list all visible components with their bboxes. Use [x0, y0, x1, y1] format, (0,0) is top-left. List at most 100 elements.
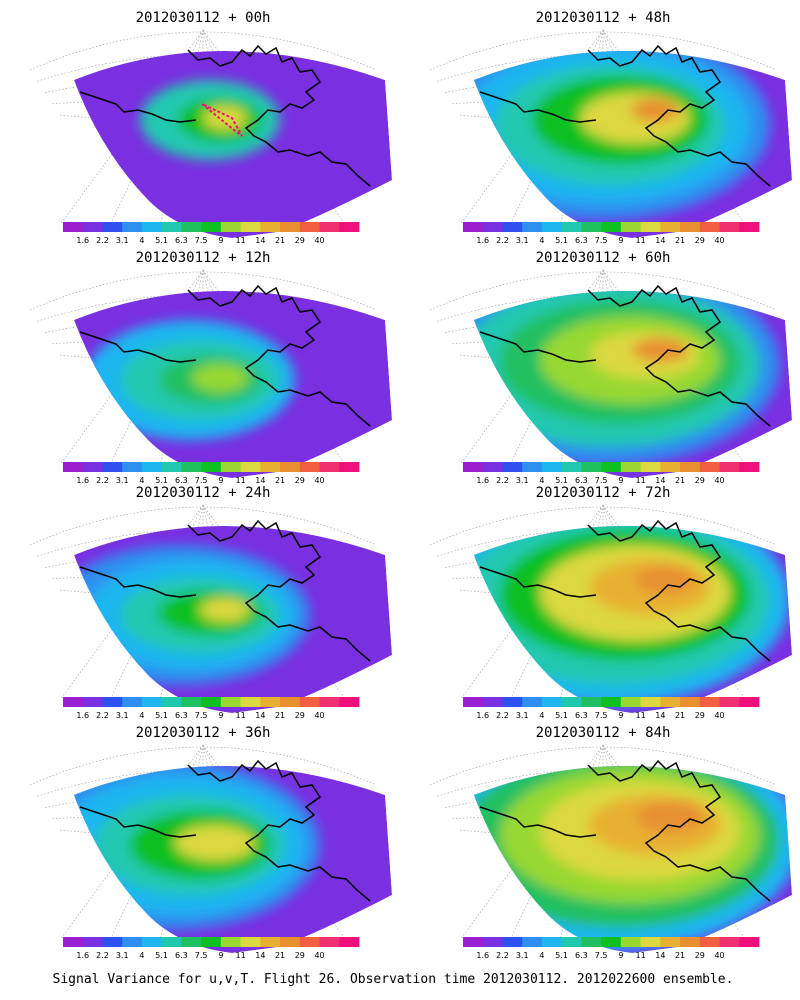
colorbar-tick-label: 40 [714, 476, 724, 485]
colorbar-swatch [161, 222, 182, 232]
coastline [587, 284, 771, 427]
panel-title: 2012030112 + 48h [536, 10, 671, 26]
colorbar-swatch [699, 937, 720, 947]
colorbar-swatch [82, 697, 103, 707]
colorbar-tick-label: 2.2 [496, 236, 509, 245]
colorbar-tick-label: 14 [255, 236, 265, 245]
colorbar-tick-label: 4 [539, 476, 544, 485]
colorbar-tick-label: 40 [314, 951, 324, 960]
colorbar-swatch [482, 937, 503, 947]
coastline [79, 566, 197, 598]
colorbar-swatch [299, 697, 320, 707]
colorbar-swatch [719, 222, 740, 232]
colorbar-tick-label: 5.1 [555, 236, 568, 245]
colorbar-swatch [339, 937, 360, 947]
colorbar-tick-label: 9 [618, 951, 623, 960]
colorbar-swatch [640, 222, 661, 232]
colorbar-tick-label: 2.2 [496, 476, 509, 485]
colorbar-swatch [260, 697, 281, 707]
colorbar-swatch [640, 937, 661, 947]
colorbar-tick-label: 7.5 [195, 951, 208, 960]
colorbar-swatch [63, 697, 84, 707]
colorbar-swatch [541, 697, 563, 707]
variance-field [74, 291, 392, 478]
colorbar: 1.6 2.2 3.1 4 5.1 6.3 7.5 9 11 14 21 29 40 [63, 222, 360, 245]
colorbar-swatch [699, 697, 720, 707]
coastline [187, 519, 371, 662]
colorbar-tick-label: 29 [295, 476, 305, 485]
colorbar-swatch [739, 697, 760, 707]
colorbar: 1.6 2.2 3.1 4 5.1 6.3 7.5 9 11 14 21 29 40 [463, 937, 760, 960]
colorbar-tick-label: 1.6 [76, 476, 89, 485]
colorbar-tick-label: 21 [275, 476, 285, 485]
colorbar-tick-label: 6.3 [575, 711, 588, 720]
colorbar: 1.6 2.2 3.1 4 5.1 6.3 7.5 9 11 14 21 29 40 [63, 697, 360, 720]
colorbar-swatch [601, 697, 622, 707]
colorbar-swatch [260, 937, 281, 947]
colorbar-swatch [502, 697, 523, 707]
colorbar-tick-label: 40 [714, 236, 724, 245]
colorbar-swatch [220, 937, 241, 947]
coastline [479, 91, 597, 123]
colorbar-tick-label: 14 [655, 236, 665, 245]
colorbar-swatch [240, 937, 261, 947]
colorbar-swatch [581, 222, 602, 232]
panel-title: 2012030112 + 36h [136, 725, 271, 741]
forecast-panels: 2012030112 + 00h 1.6 2.2 3.1 4 5.1 6.3 7.5 9 11 14… [29, 10, 792, 960]
colorbar-tick-label: 40 [314, 236, 324, 245]
colorbar-tick-label: 21 [675, 476, 685, 485]
map-panel-p00: 2012030112 + 00h 1.6 2.2 3.1 4 5.1 6.3 7.5 9 11 14… [29, 10, 392, 245]
flight-track [201, 103, 243, 137]
colorbar-tick-label: 3.1 [116, 476, 129, 485]
panel-title: 2012030112 + 84h [536, 725, 671, 741]
colorbar-swatch [161, 937, 182, 947]
colorbar-tick-label: 6.3 [575, 951, 588, 960]
variance-field [474, 526, 792, 713]
colorbar: 1.6 2.2 3.1 4 5.1 6.3 7.5 9 11 14 21 29 40 [463, 697, 760, 720]
colorbar-swatch [319, 462, 340, 472]
colorbar-swatch [82, 222, 103, 232]
colorbar-tick-label: 3.1 [516, 711, 529, 720]
colorbar-swatch [220, 462, 241, 472]
colorbar-tick-label: 1.6 [476, 236, 489, 245]
colorbar-swatch [581, 462, 602, 472]
colorbar-tick-label: 5.1 [155, 951, 168, 960]
colorbar-tick-label: 7.5 [195, 476, 208, 485]
colorbar-swatch [319, 222, 340, 232]
colorbar-swatch [680, 697, 701, 707]
colorbar-swatch [141, 697, 163, 707]
colorbar-swatch [82, 462, 103, 472]
map-panel-p36: 2012030112 + 36h 1.6 2.2 3.1 4 5.1 6.3 7.5 9 11 14… [29, 725, 392, 960]
colorbar-swatch [181, 937, 202, 947]
colorbar-tick-label: 9 [218, 711, 223, 720]
colorbar-swatch [640, 462, 661, 472]
colorbar-tick-label: 9 [618, 711, 623, 720]
panel-title: 2012030112 + 12h [136, 250, 271, 266]
colorbar-tick-label: 14 [655, 951, 665, 960]
colorbar-tick-label: 2.2 [96, 951, 109, 960]
map-panel-p24: 2012030112 + 24h 1.6 2.2 3.1 4 5.1 6.3 7.5 9 11 14… [29, 485, 392, 720]
map-panel-p72: 2012030112 + 72h 1.6 2.2 3.1 4 5.1 6.3 7.5 9 11 14… [429, 485, 792, 720]
colorbar-tick-label: 11 [636, 951, 646, 960]
colorbar-swatch [660, 697, 681, 707]
colorbar-swatch [463, 697, 484, 707]
coastline [587, 519, 771, 662]
colorbar-swatch [502, 462, 523, 472]
colorbar-swatch [122, 222, 143, 232]
colorbar-tick-label: 3.1 [116, 951, 129, 960]
colorbar-swatch [601, 222, 622, 232]
coastline [79, 91, 197, 123]
colorbar-swatch [739, 937, 760, 947]
colorbar-tick-label: 1.6 [476, 711, 489, 720]
panel-title: 2012030112 + 00h [136, 10, 271, 26]
colorbar-tick-label: 4 [539, 711, 544, 720]
colorbar-swatch [201, 222, 222, 232]
colorbar-swatch [719, 462, 740, 472]
colorbar-tick-label: 11 [236, 236, 246, 245]
colorbar-swatch [581, 697, 602, 707]
colorbar-tick-label: 4 [139, 236, 144, 245]
colorbar-swatch [640, 697, 661, 707]
coastline [187, 44, 371, 187]
colorbar-swatch [339, 462, 360, 472]
colorbar-tick-label: 21 [275, 236, 285, 245]
